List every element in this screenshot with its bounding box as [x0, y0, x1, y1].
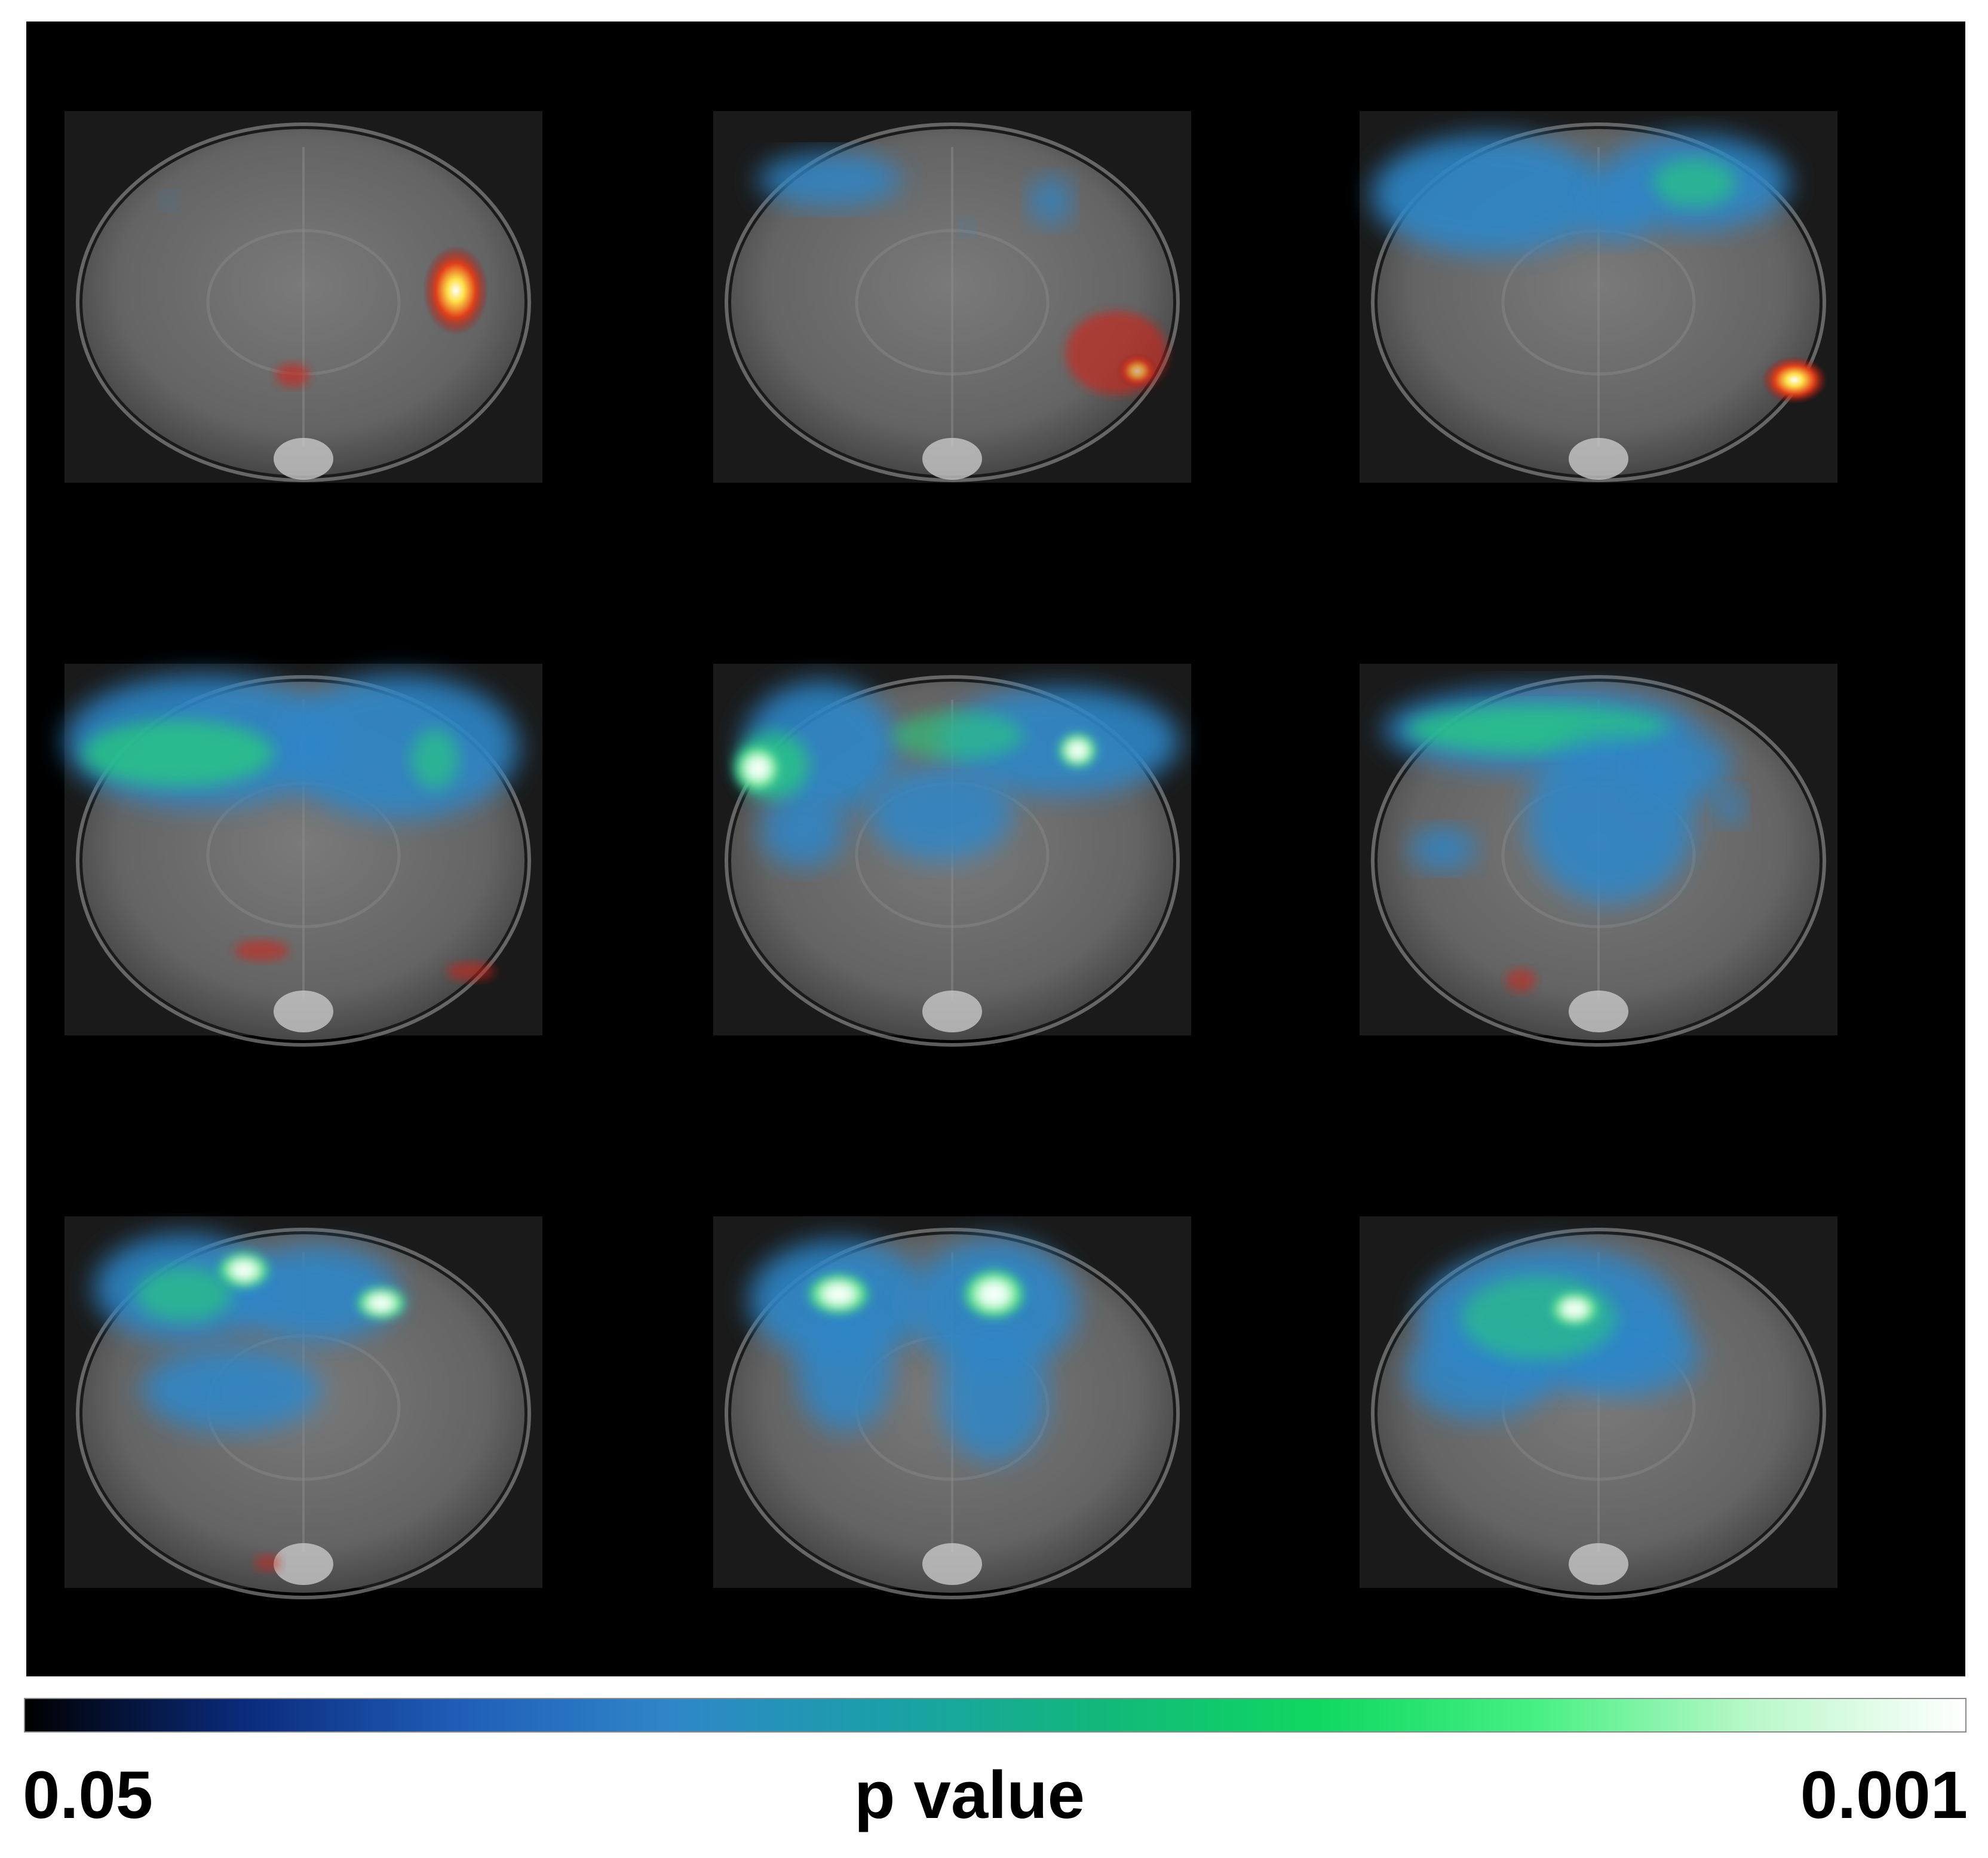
brain-slice-r1-c2 [713, 111, 1191, 483]
brain-slice-r2-c1 [65, 664, 542, 1047]
brain-slice-r3-c1 [65, 1216, 542, 1599]
colorbar-max-label: 0.001 [1800, 1758, 1968, 1832]
brain-slices-svg [65, 111, 1837, 1599]
brain-slice-r3-c2 [713, 1216, 1191, 1599]
brain-slice-r2-c2 [713, 664, 1191, 1047]
p-value-colorbar [24, 1698, 1966, 1733]
brain-slice-r1-c3 [1360, 111, 1837, 483]
brain-slice-r2-c3 [1360, 664, 1837, 1047]
brain-slice-r3-c3 [1360, 1216, 1837, 1599]
colorbar-title: p value [854, 1758, 1085, 1832]
colorbar-min-label: 0.05 [23, 1758, 153, 1832]
brain-slices-panel [26, 22, 1965, 1676]
brain-slice-r1-c1 [65, 111, 542, 483]
